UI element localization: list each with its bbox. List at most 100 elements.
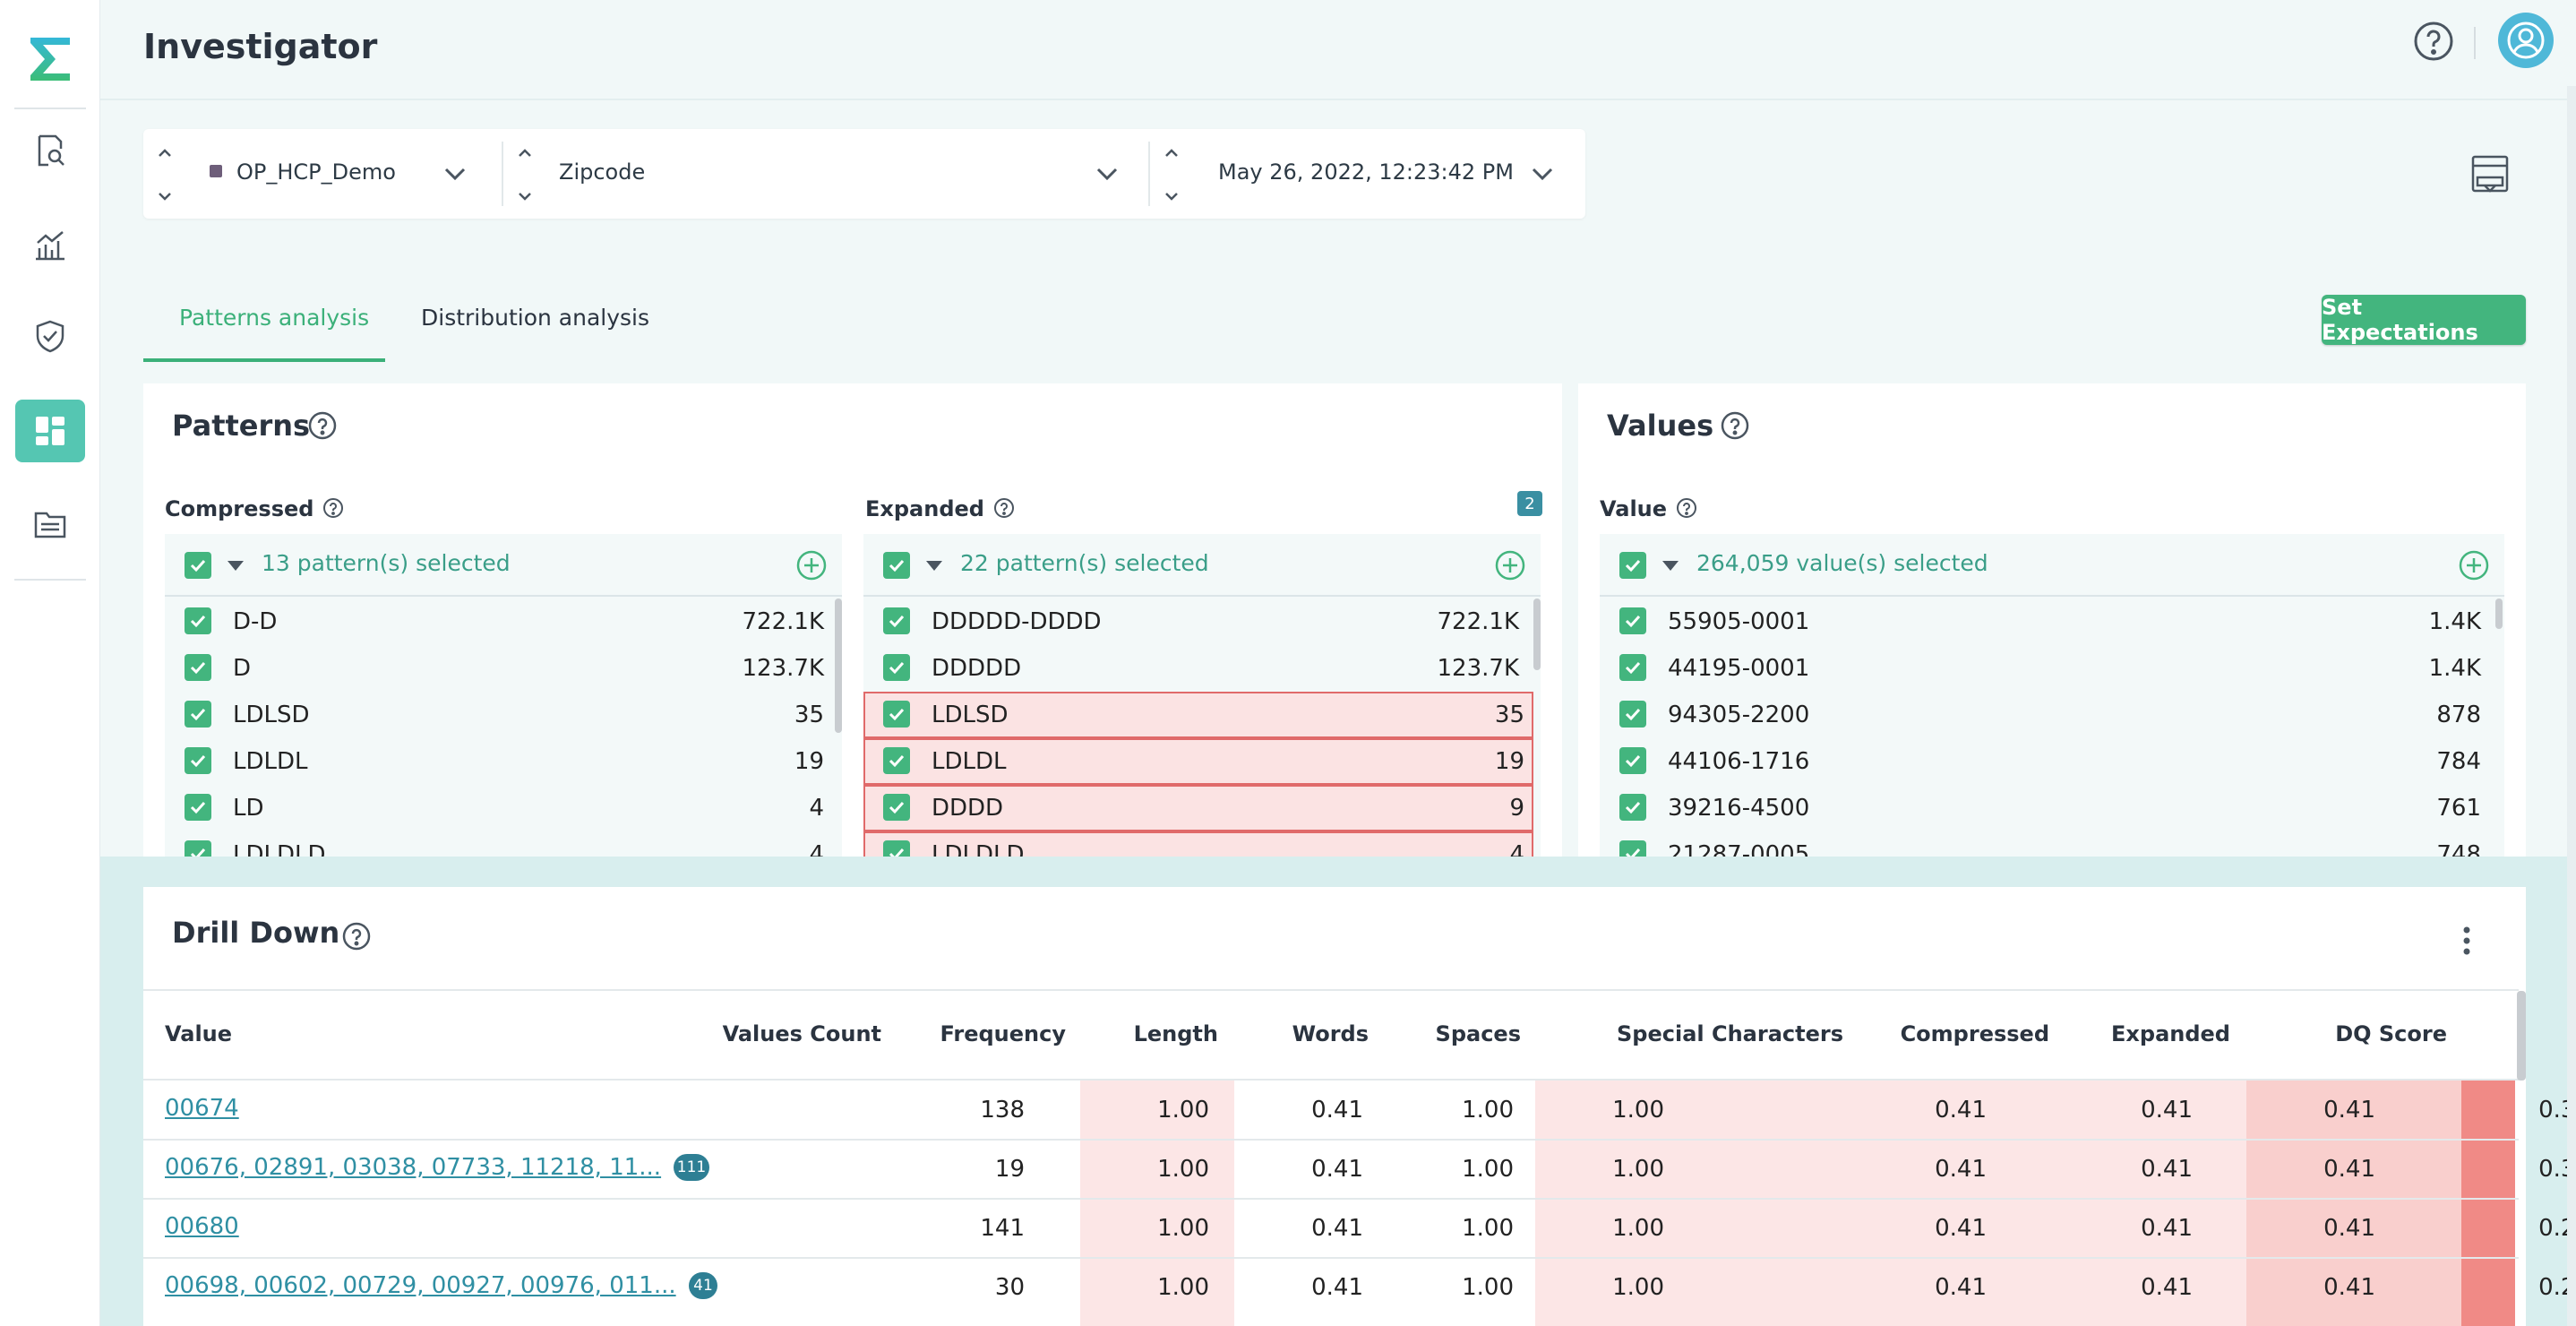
- row-checkbox[interactable]: [883, 747, 910, 774]
- sidebar-item-analytics[interactable]: [15, 213, 85, 276]
- dq-score-cell: 0.31: [2538, 1156, 2576, 1183]
- help-icon[interactable]: [322, 497, 344, 519]
- row-checkbox[interactable]: [883, 794, 910, 821]
- set-expectations-button[interactable]: Set Expectations: [2322, 295, 2526, 345]
- row-checkbox[interactable]: [1619, 607, 1646, 634]
- help-icon[interactable]: [993, 497, 1015, 519]
- row-checkbox[interactable]: [185, 747, 211, 774]
- column-header-dq-score[interactable]: DQ Score: [2335, 1021, 2447, 1046]
- list-item[interactable]: DDDDD 123.7K: [863, 645, 1541, 692]
- value-link[interactable]: 00698, 00602, 00729, 00927, 00976, 011..…: [165, 1272, 676, 1299]
- row-checkbox[interactable]: [185, 654, 211, 681]
- help-icon[interactable]: [341, 921, 372, 951]
- row-checkbox[interactable]: [883, 654, 910, 681]
- up-down-arrows-icon[interactable]: [1163, 143, 1181, 206]
- help-icon[interactable]: [2412, 20, 2455, 63]
- list-item[interactable]: D 123.7K: [165, 645, 842, 692]
- select-all-checkbox[interactable]: [1619, 552, 1646, 579]
- more-values-badge[interactable]: 111: [674, 1154, 709, 1181]
- list-item[interactable]: LD 4: [165, 785, 842, 831]
- frequency-cell: 1.00: [1157, 1274, 1209, 1301]
- list-item[interactable]: 94305-2200 878: [1600, 692, 2504, 738]
- datasource-select[interactable]: OP_HCP_Demo: [143, 129, 502, 219]
- list-item[interactable]: 44195-0001 1.4K: [1600, 645, 2504, 692]
- sidebar-item-quality[interactable]: [15, 305, 85, 367]
- column-header-frequency[interactable]: Frequency: [940, 1021, 1066, 1046]
- sidebar-item-investigator[interactable]: [15, 400, 85, 462]
- caret-down-icon[interactable]: [926, 561, 942, 571]
- up-down-arrows-icon[interactable]: [156, 143, 174, 206]
- tab-patterns-analysis[interactable]: Patterns analysis: [179, 305, 370, 331]
- list-item[interactable]: DDDDD-DDDD 722.1K: [863, 598, 1541, 645]
- help-icon[interactable]: [307, 410, 338, 441]
- more-values-badge[interactable]: 41: [689, 1272, 717, 1299]
- more-options-icon[interactable]: [2458, 923, 2476, 959]
- row-checkbox[interactable]: [1619, 747, 1646, 774]
- export-icon[interactable]: [2470, 154, 2510, 195]
- app-logo-icon[interactable]: [27, 36, 73, 82]
- add-circle-icon[interactable]: [795, 549, 828, 581]
- row-checkbox[interactable]: [185, 701, 211, 728]
- up-down-arrows-icon[interactable]: [516, 143, 534, 206]
- value-link[interactable]: 00674: [165, 1095, 239, 1122]
- list-item[interactable]: 55905-0001 1.4K: [1600, 598, 2504, 645]
- help-icon[interactable]: [1676, 497, 1697, 519]
- column-header-spaces[interactable]: Spaces: [1435, 1021, 1521, 1046]
- chart-icon: [36, 231, 64, 261]
- user-avatar[interactable]: [2498, 13, 2554, 68]
- select-all-checkbox[interactable]: [883, 552, 910, 579]
- list-item-flagged[interactable]: LDLSD 35: [863, 692, 1533, 738]
- column-header-words[interactable]: Words: [1292, 1021, 1369, 1046]
- column-header-value[interactable]: Value: [165, 1021, 233, 1046]
- column-header-length[interactable]: Length: [1133, 1021, 1218, 1046]
- column-header-special-characters[interactable]: Special Characters: [1617, 1021, 1843, 1046]
- length-cell: 0.41: [1311, 1097, 1363, 1124]
- row-checkbox[interactable]: [1619, 701, 1646, 728]
- add-circle-icon[interactable]: [1494, 549, 1526, 581]
- row-checkbox[interactable]: [185, 794, 211, 821]
- value-link[interactable]: 00680: [165, 1213, 239, 1240]
- column-select[interactable]: Zipcode: [503, 129, 1148, 219]
- table-row[interactable]: 00676, 02891, 03038, 07733, 11218, 11...…: [143, 1140, 2576, 1199]
- chevron-down-icon[interactable]: [1528, 159, 1557, 188]
- row-checkbox[interactable]: [185, 607, 211, 634]
- help-icon[interactable]: [1720, 410, 1750, 441]
- list-item[interactable]: LDLSD 35: [165, 692, 842, 738]
- selector-divider: [502, 142, 503, 206]
- list-scrollbar[interactable]: [835, 598, 842, 733]
- column-header-expanded[interactable]: Expanded: [2111, 1021, 2230, 1046]
- column-header-compressed[interactable]: Compressed: [1900, 1021, 2049, 1046]
- table-row[interactable]: 00680 141 1.00 0.41 1.00 1.00 0.41 0.41 …: [143, 1199, 2576, 1258]
- check-icon: [889, 615, 905, 628]
- shield-check-icon: [36, 320, 64, 353]
- add-circle-icon[interactable]: [2458, 549, 2490, 581]
- row-checkbox[interactable]: [883, 701, 910, 728]
- list-item-flagged[interactable]: LDLDL 19: [863, 738, 1533, 785]
- table-row[interactable]: 00674 138 1.00 0.41 1.00 1.00 0.41 0.41 …: [143, 1081, 2576, 1140]
- chevron-down-icon[interactable]: [441, 159, 469, 188]
- value-link[interactable]: 00676, 02891, 03038, 07733, 11218, 11...: [165, 1154, 662, 1181]
- list-item[interactable]: D-D 722.1K: [165, 598, 842, 645]
- caret-down-icon[interactable]: [228, 561, 244, 571]
- column-header-values-count[interactable]: Values Count: [722, 1021, 881, 1046]
- page-scrollbar[interactable]: [2567, 86, 2576, 1326]
- row-checkbox[interactable]: [1619, 794, 1646, 821]
- column-value: Zipcode: [559, 159, 646, 185]
- sidebar-item-search-reports[interactable]: [15, 119, 85, 182]
- select-all-checkbox[interactable]: [185, 552, 211, 579]
- list-item[interactable]: 44106-1716 784: [1600, 738, 2504, 785]
- list-scrollbar[interactable]: [1533, 598, 1541, 670]
- timestamp-select[interactable]: May 26, 2022, 12:23:42 PM: [1150, 129, 1585, 219]
- chevron-down-icon[interactable]: [1093, 159, 1121, 188]
- row-checkbox[interactable]: [1619, 654, 1646, 681]
- list-scrollbar[interactable]: [2495, 598, 2503, 629]
- table-scrollbar[interactable]: [2517, 991, 2526, 1081]
- list-item[interactable]: LDLDL 19: [165, 738, 842, 785]
- caret-down-icon[interactable]: [1662, 561, 1679, 571]
- table-row[interactable]: 00698, 00602, 00729, 00927, 00976, 011..…: [143, 1258, 2576, 1317]
- row-checkbox[interactable]: [883, 607, 910, 634]
- list-item[interactable]: 39216-4500 761: [1600, 785, 2504, 831]
- tab-distribution-analysis[interactable]: Distribution analysis: [421, 305, 650, 331]
- list-item-flagged[interactable]: DDDD 9: [863, 785, 1533, 831]
- sidebar-item-catalog[interactable]: [15, 493, 85, 555]
